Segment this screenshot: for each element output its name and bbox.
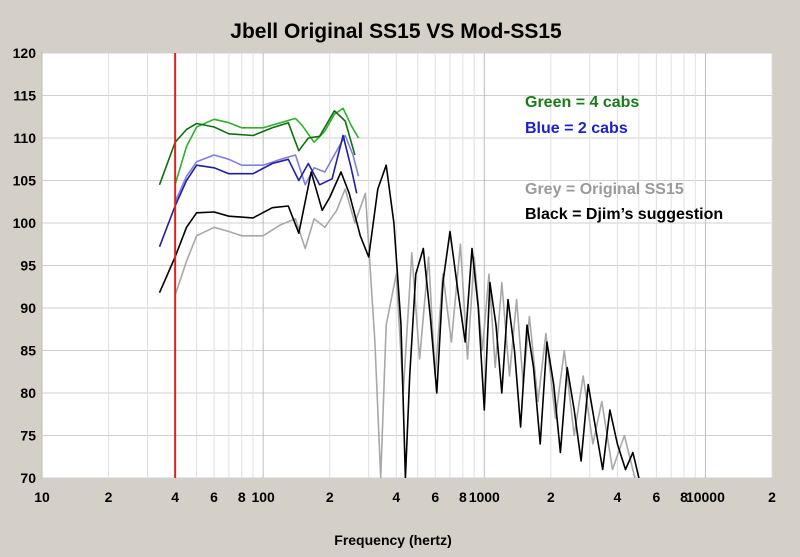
series-line-1 xyxy=(174,107,360,186)
grid-lines xyxy=(41,52,773,479)
x-tick-label: 8 xyxy=(238,489,246,505)
series-line-2 xyxy=(158,110,356,186)
x-tick-label: 1000 xyxy=(469,489,500,505)
y-tick-label: 110 xyxy=(13,130,36,146)
y-tick-label: 120 xyxy=(13,45,37,61)
x-tick-label: 8 xyxy=(680,489,688,505)
legend-entry-2: Blue = 2 cabs xyxy=(525,120,628,137)
x-tick-label: 8 xyxy=(459,489,467,505)
y-tick-label: 105 xyxy=(13,173,37,189)
series-line-4 xyxy=(158,134,358,248)
chart-title: Jbell Original SS15 VS Mod-SS15 xyxy=(230,20,562,43)
legend: Green = 4 cabs Blue = 2 cabs Grey = Origin… xyxy=(525,94,723,223)
y-tick-label: 80 xyxy=(20,385,36,401)
x-tick-label: 6 xyxy=(431,489,439,505)
x-tick-label: 4 xyxy=(614,489,622,505)
x-axis-label: Frequency (hertz) xyxy=(334,532,451,548)
legend-entry-1: Green = 4 cabs xyxy=(525,94,639,111)
y-tick-label: 95 xyxy=(20,258,36,274)
x-tick-label: 100 xyxy=(251,489,275,505)
y-tick-label: 70 xyxy=(20,470,36,486)
series-line-6 xyxy=(158,164,640,478)
y-tick-label: 100 xyxy=(13,215,37,231)
axes: 70 75 80 85 90 95 100 105 110 115 120 10 2 4 6 8 100 2 4 6 8… xyxy=(13,45,776,505)
y-tick-label: 75 xyxy=(20,428,36,444)
x-tick-label: 6 xyxy=(210,489,218,505)
x-tick-label: 2 xyxy=(547,489,555,505)
legend-entry-4: Black = Djim’s suggestion xyxy=(525,206,723,223)
y-tick-label: 90 xyxy=(20,300,36,316)
x-tick-label: 4 xyxy=(392,489,400,505)
x-tick-label: 6 xyxy=(652,489,660,505)
y-tick-label: 115 xyxy=(13,88,36,104)
x-tick-label: 2 xyxy=(326,489,334,505)
data-series xyxy=(158,107,640,478)
x-tick-label: 10000 xyxy=(686,489,725,505)
x-tick-label: 2 xyxy=(105,489,113,505)
x-tick-label: 10 xyxy=(34,489,50,505)
x-tick-label: 2 xyxy=(768,489,776,505)
y-tick-label: 85 xyxy=(20,343,36,359)
x-tick-label: 4 xyxy=(171,489,179,505)
legend-entry-3: Grey = Original SS15 xyxy=(525,181,684,198)
